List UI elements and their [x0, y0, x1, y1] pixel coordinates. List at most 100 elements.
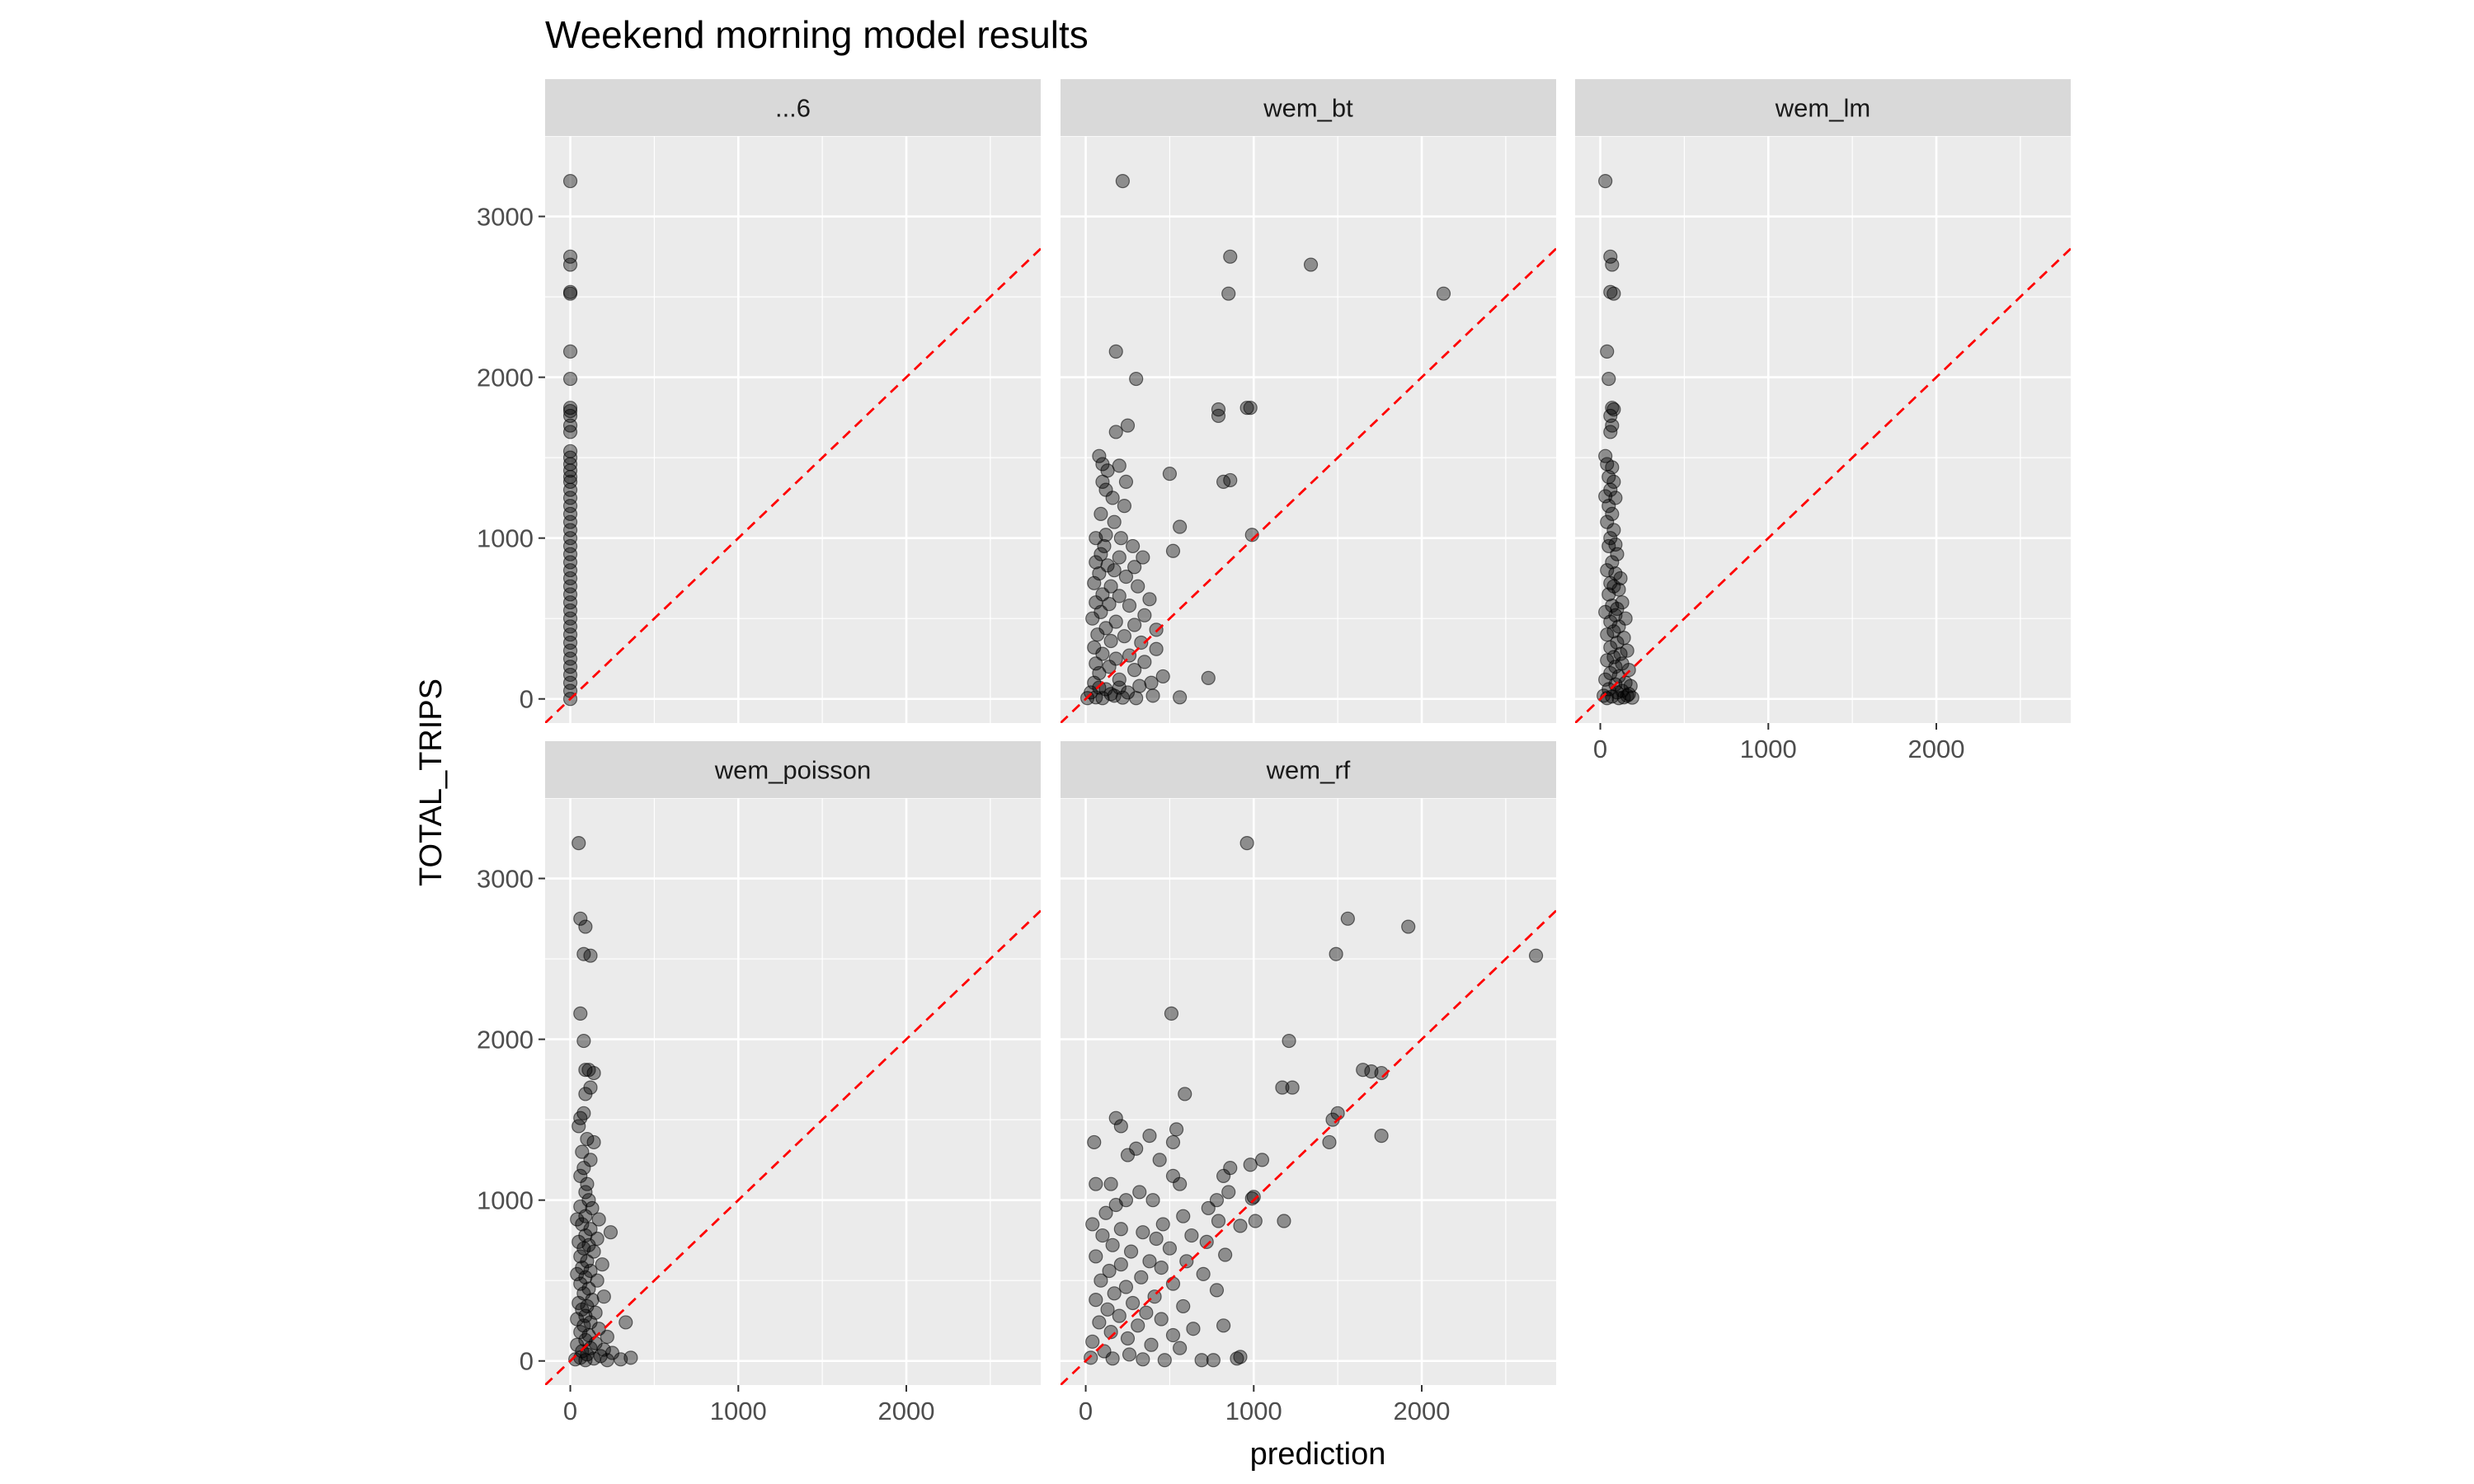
data-point: [1211, 408, 1226, 424]
data-point: [1108, 344, 1123, 359]
x-tick-label: 2000: [878, 1397, 935, 1425]
data-point: [562, 408, 578, 424]
data-point: [1173, 1176, 1188, 1191]
data-point: [1154, 1312, 1169, 1327]
facet-strip: [1061, 741, 1556, 798]
identity-reference-line: [545, 247, 1041, 723]
data-point: [1165, 1134, 1181, 1150]
data-point: [1216, 1318, 1231, 1333]
facet-strip: [1575, 79, 2071, 136]
data-point: [1233, 1219, 1248, 1233]
data-point: [1176, 1209, 1191, 1223]
data-point: [573, 911, 588, 926]
data-point: [1108, 1197, 1123, 1213]
panel-background: [1061, 136, 1556, 723]
data-point: [1131, 579, 1145, 594]
data-point: [1275, 1080, 1290, 1095]
chart-title: Weekend morning model results: [545, 13, 1089, 56]
panel-background: [545, 136, 1041, 723]
y-tick-label: 2000: [477, 1026, 534, 1054]
facet-strip: [1061, 79, 1556, 136]
data-point: [1107, 1286, 1122, 1301]
data-point: [1145, 1193, 1160, 1208]
facet-strip-label: wem_bt: [1263, 94, 1353, 123]
data-point: [562, 571, 578, 586]
data-point: [1094, 1273, 1108, 1288]
data-point: [1108, 614, 1123, 629]
y-tick-label: 1000: [477, 524, 534, 553]
data-point: [1113, 1257, 1128, 1272]
data-point: [1098, 528, 1113, 542]
data-point: [1136, 1352, 1150, 1367]
data-point: [1605, 555, 1620, 570]
data-point: [562, 344, 578, 359]
data-point: [1233, 1350, 1248, 1364]
y-tick-label: 0: [520, 685, 534, 714]
data-point: [1122, 598, 1137, 613]
data-point: [1528, 948, 1544, 963]
data-point: [600, 1329, 614, 1345]
data-point: [1115, 174, 1130, 189]
data-point: [562, 587, 578, 602]
data-point: [562, 627, 578, 642]
data-point: [1120, 685, 1136, 700]
x-tick-label: 2000: [1908, 735, 1965, 763]
data-point: [1089, 1176, 1103, 1191]
data-point: [1089, 1293, 1103, 1308]
data-point: [1157, 1353, 1172, 1368]
data-point: [1118, 474, 1134, 489]
data-point: [1620, 688, 1634, 703]
data-point: [1090, 627, 1105, 642]
data-point: [1105, 491, 1120, 505]
data-point: [562, 474, 578, 489]
data-point: [1605, 257, 1620, 272]
data-point: [1606, 286, 1621, 301]
data-point: [573, 1325, 588, 1340]
y-tick-label: 0: [520, 1347, 534, 1376]
data-point: [1606, 402, 1621, 417]
facet-strip: [545, 741, 1041, 798]
data-point: [1605, 506, 1620, 522]
facet-strip-label: ...6: [775, 94, 811, 123]
data-point: [1103, 1176, 1118, 1191]
y-tick-label: 1000: [477, 1186, 534, 1215]
data-point: [1117, 499, 1132, 514]
data-point: [562, 499, 578, 514]
data-point: [1112, 1308, 1126, 1323]
data-point: [1206, 1353, 1221, 1368]
data-point: [1112, 672, 1126, 687]
data-point: [1094, 547, 1108, 561]
data-point: [1149, 622, 1164, 637]
data-point: [1165, 543, 1181, 558]
data-point: [1620, 643, 1634, 658]
data-point: [562, 579, 578, 594]
panel-contents: [1575, 136, 2071, 723]
data-point: [1194, 1353, 1209, 1368]
data-point: [562, 371, 578, 387]
data-point: [1201, 670, 1216, 685]
data-point: [1211, 1214, 1226, 1228]
data-point: [1602, 587, 1616, 602]
data-point: [1196, 1266, 1211, 1282]
data-point: [1221, 1185, 1236, 1200]
data-point: [1144, 1337, 1159, 1352]
data-point: [1107, 563, 1122, 578]
data-point: [1162, 467, 1178, 481]
data-point: [1127, 560, 1142, 575]
y-tick-label: 3000: [477, 203, 534, 232]
data-point: [578, 1209, 593, 1223]
data-point: [1094, 506, 1108, 522]
data-point: [1117, 629, 1132, 644]
panel-background: [1061, 798, 1556, 1385]
data-point: [1277, 1214, 1291, 1228]
data-point: [1179, 1254, 1194, 1269]
data-point: [573, 1006, 588, 1021]
data-point: [596, 1342, 611, 1357]
facet-panel-0: ...6 0 1000 2000 3000: [477, 79, 1041, 723]
data-point: [1142, 1254, 1157, 1269]
facet-panel-3: wem_poisson 0 1000 2000 3000 0 1000 2000: [477, 741, 1041, 1425]
data-point: [1329, 946, 1343, 961]
data-point: [1112, 589, 1126, 603]
data-point: [562, 635, 578, 650]
panel-background: [545, 798, 1041, 1385]
